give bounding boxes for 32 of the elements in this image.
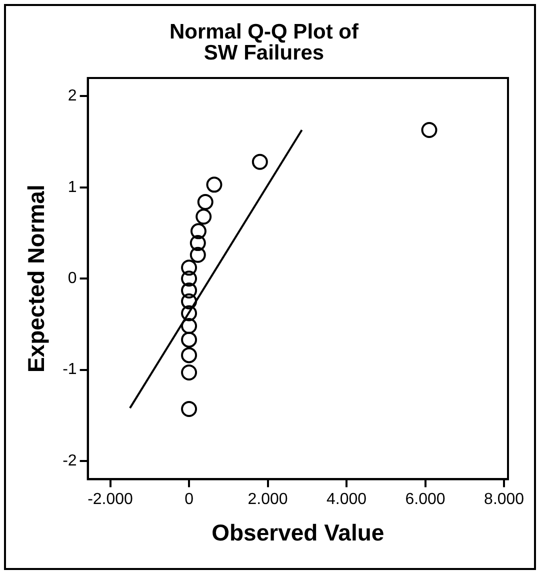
x-tick-label: 6.000 — [405, 491, 446, 508]
x-tick-label: 2.000 — [248, 491, 288, 508]
point — [190, 235, 206, 252]
point — [181, 260, 198, 276]
point — [181, 282, 198, 298]
chart-title: Normal Q-Q Plot of SW Failures — [170, 20, 360, 64]
y-tick-label: -1 — [62, 361, 77, 378]
y-tick-label: 2 — [68, 88, 77, 105]
x-tick-label: 8.000 — [484, 491, 524, 508]
x-tick-label: -2.000 — [88, 491, 134, 508]
y-tick-label: 1 — [68, 178, 77, 196]
x-tick-label: 0 — [184, 491, 194, 508]
point — [252, 154, 268, 170]
y-axis-title: Expected Normal — [23, 184, 50, 373]
point — [181, 400, 198, 417]
point — [190, 246, 206, 263]
point — [181, 318, 198, 334]
point — [181, 332, 198, 348]
y-tick-label: -2 — [62, 452, 77, 470]
point — [190, 223, 206, 240]
x-tick-label: 4.000 — [326, 491, 367, 508]
point — [181, 347, 198, 364]
point — [181, 305, 198, 322]
point — [421, 122, 438, 138]
point — [196, 208, 212, 225]
point — [206, 176, 222, 193]
point — [181, 270, 198, 287]
point — [181, 364, 198, 381]
x-axis-title: Observed Value — [212, 520, 384, 546]
y-tick-label: 0 — [68, 270, 77, 288]
point — [197, 194, 214, 210]
point — [181, 293, 198, 310]
